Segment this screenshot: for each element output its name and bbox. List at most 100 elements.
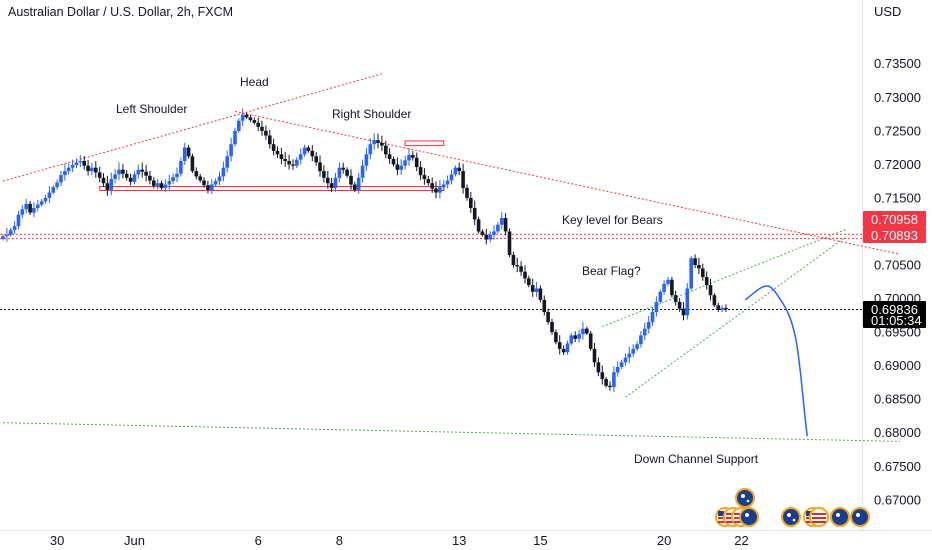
candle-body xyxy=(372,140,376,145)
annotation-right-shoulder: Right Shoulder xyxy=(332,107,411,121)
candle-body xyxy=(55,182,59,188)
candle-body xyxy=(384,145,388,155)
candle-body xyxy=(488,234,492,240)
candle xyxy=(314,152,318,166)
au-flag-icon[interactable] xyxy=(850,507,870,527)
candle-body xyxy=(542,299,547,312)
candle xyxy=(86,160,90,176)
candle xyxy=(148,170,152,185)
candle xyxy=(229,137,233,162)
y-tick-label: 0.72500 xyxy=(874,123,921,138)
candle-body xyxy=(16,214,21,227)
candle-body xyxy=(306,147,311,151)
candle xyxy=(97,166,102,183)
candle-body xyxy=(349,175,353,185)
candle-body xyxy=(302,147,307,155)
candle-body xyxy=(527,278,531,286)
candle-body xyxy=(260,126,264,131)
candle-body xyxy=(615,367,620,373)
candle-body xyxy=(341,167,345,170)
candle xyxy=(128,173,133,186)
candle xyxy=(372,133,376,150)
x-tick-label: 8 xyxy=(336,533,343,548)
candle xyxy=(557,335,562,355)
candle xyxy=(554,329,558,345)
candle xyxy=(704,271,709,290)
annotation-key-level: Key level for Bears xyxy=(562,213,663,227)
candle xyxy=(519,261,523,276)
candle xyxy=(175,167,179,183)
candlestick-series[interactable] xyxy=(1,108,728,392)
candle xyxy=(167,174,172,190)
annotation-down-channel-support: Down Channel Support xyxy=(634,452,759,466)
candle-body xyxy=(612,372,616,388)
x-tick-label: 13 xyxy=(452,533,466,548)
candle-body xyxy=(631,348,635,354)
candle-body xyxy=(152,180,156,186)
candle-body xyxy=(78,161,83,163)
x-tick-label: 22 xyxy=(734,533,748,548)
candle-body xyxy=(639,335,643,345)
annotation-left-shoulder: Left Shoulder xyxy=(116,102,187,116)
trend-lines[interactable] xyxy=(0,73,901,442)
candle-body xyxy=(32,208,36,213)
candle xyxy=(600,365,605,385)
candle-body xyxy=(155,183,160,186)
candle xyxy=(78,154,83,168)
candle-body xyxy=(561,348,566,353)
candle-body xyxy=(264,130,268,136)
candle-body xyxy=(557,342,562,349)
au-flag-icon[interactable] xyxy=(739,507,759,527)
svg-text:0.70893: 0.70893 xyxy=(871,228,918,243)
candle-body xyxy=(500,218,504,225)
candle xyxy=(708,278,713,301)
svg-text:0.69836: 0.69836 xyxy=(871,302,918,317)
candle-body xyxy=(569,335,574,344)
projection-curve[interactable] xyxy=(744,285,808,437)
candle-body xyxy=(712,295,717,306)
price-axis[interactable]: 0.73500 0.73000 0.72500 0.72000 0.71500 0.705… xyxy=(874,56,921,507)
candle-body xyxy=(596,362,601,373)
candle-body xyxy=(140,169,144,172)
candle xyxy=(59,170,63,186)
candle xyxy=(198,173,202,183)
candle xyxy=(20,204,25,219)
candle-body xyxy=(82,161,86,166)
candle xyxy=(627,346,632,364)
candle-body xyxy=(159,183,164,188)
candle-body xyxy=(604,379,608,386)
candle-body xyxy=(407,155,411,161)
candle-body xyxy=(314,156,318,163)
au-flag-icon[interactable] xyxy=(830,507,850,527)
candle xyxy=(225,150,229,173)
candle-body xyxy=(469,197,473,208)
candle-body xyxy=(530,285,535,292)
candle-body xyxy=(708,285,713,296)
candle xyxy=(140,162,144,178)
candle-body xyxy=(716,305,721,310)
candle-body xyxy=(190,156,195,172)
candle xyxy=(213,178,218,187)
candle xyxy=(206,180,210,194)
au-flag-icon[interactable] xyxy=(735,488,755,508)
candle-body xyxy=(677,301,682,309)
candle xyxy=(411,151,415,161)
candle xyxy=(677,297,682,312)
candle xyxy=(124,170,129,181)
au-flag-icon[interactable] xyxy=(781,507,801,527)
candle-body xyxy=(337,167,342,178)
time-axis[interactable]: 30 Jun 6 8 13 15 20 22 xyxy=(50,533,749,548)
candle-body xyxy=(121,169,125,174)
candle-body xyxy=(515,265,519,267)
candle xyxy=(306,145,311,153)
candle-body xyxy=(287,161,291,165)
candle xyxy=(488,231,492,243)
candle xyxy=(724,304,728,313)
candle-body xyxy=(461,171,465,188)
economic-events[interactable] xyxy=(715,488,870,527)
us-flag-icon[interactable] xyxy=(809,507,829,527)
candle xyxy=(179,157,183,177)
candle-body xyxy=(368,144,373,155)
candle xyxy=(159,180,164,190)
